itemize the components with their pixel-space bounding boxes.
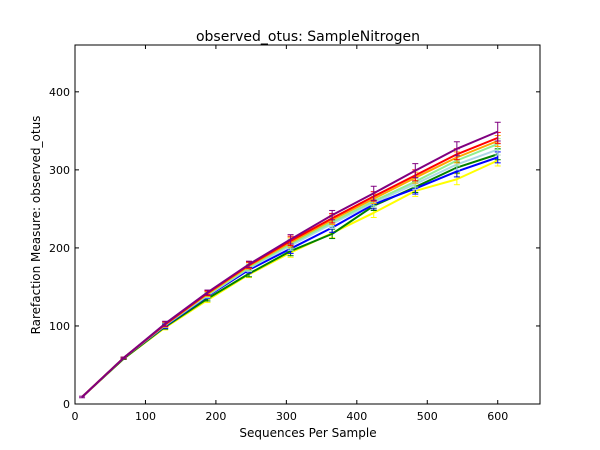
series-layer	[79, 121, 501, 399]
chart-title: observed_otus: SampleNitrogen	[196, 29, 420, 45]
axis-layer: 0 100 200 300 400 500 600 0 100 200 300 400	[49, 45, 540, 423]
y-tick-label: 200	[49, 242, 70, 255]
y-tick-label: 300	[49, 164, 70, 177]
x-axis-title: Sequences Per Sample	[239, 426, 376, 440]
x-tick-label: 200	[205, 410, 226, 423]
series-line	[81, 130, 499, 398]
y-tick-label: 100	[49, 320, 70, 333]
x-tick-label: 0	[72, 410, 79, 423]
x-tick-label: 400	[346, 410, 367, 423]
x-tick-label: 300	[276, 410, 297, 423]
series-8	[79, 121, 501, 399]
y-tick-label: 0	[63, 398, 70, 411]
x-tick-label: 600	[487, 410, 508, 423]
x-tick-label: 500	[417, 410, 438, 423]
plot-frame	[74, 44, 541, 405]
y-axis-title: Rarefaction Measure: observed_otus	[29, 116, 43, 335]
y-tick-label: 400	[49, 86, 70, 99]
x-tick-label: 100	[135, 410, 156, 423]
